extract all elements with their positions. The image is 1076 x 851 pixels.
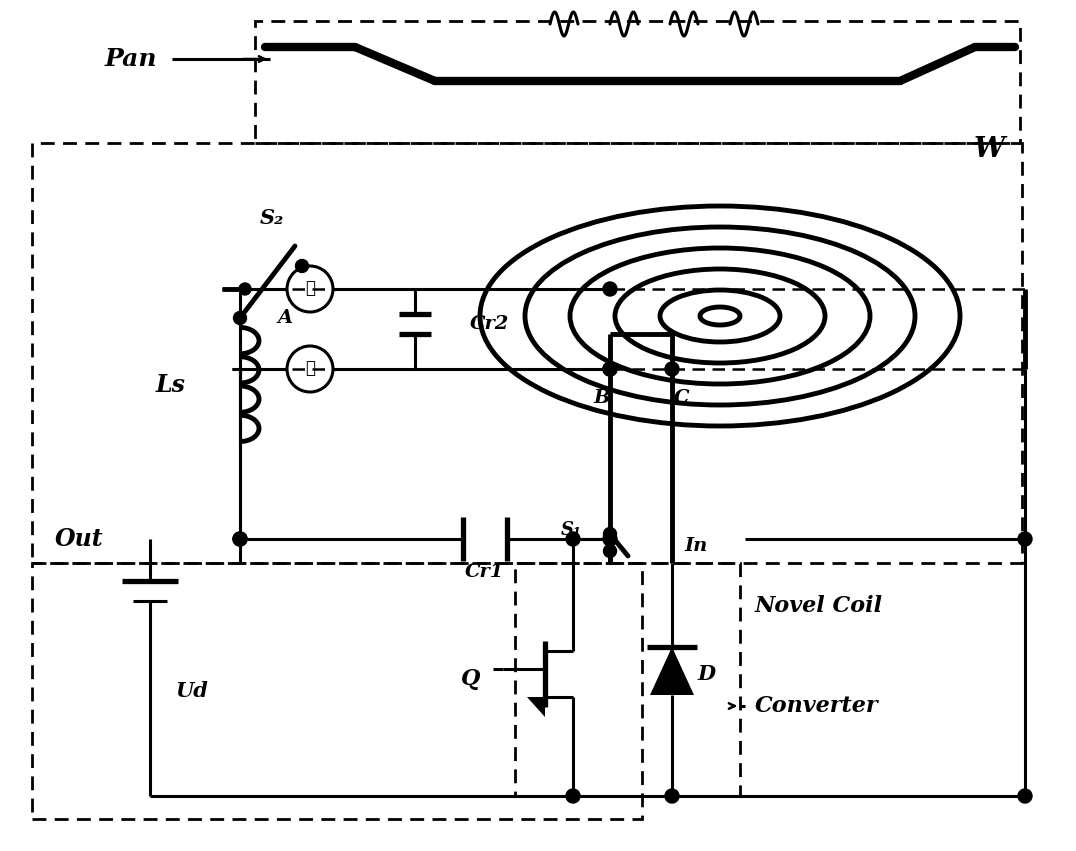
Circle shape bbox=[665, 362, 679, 376]
Text: Cr1: Cr1 bbox=[465, 563, 505, 581]
Text: Cr2: Cr2 bbox=[470, 315, 509, 333]
Circle shape bbox=[1018, 789, 1032, 803]
Text: Ud: Ud bbox=[175, 681, 208, 701]
Circle shape bbox=[566, 532, 580, 546]
Text: B: B bbox=[594, 389, 610, 407]
Text: Pan: Pan bbox=[105, 47, 157, 71]
Circle shape bbox=[296, 260, 309, 272]
Text: C: C bbox=[675, 389, 690, 407]
Text: Out: Out bbox=[55, 527, 103, 551]
Text: ②: ② bbox=[305, 361, 315, 378]
Bar bbox=[32, 563, 642, 819]
Text: Q: Q bbox=[461, 668, 480, 690]
Circle shape bbox=[603, 362, 617, 376]
Text: In: In bbox=[684, 537, 707, 555]
Circle shape bbox=[233, 532, 247, 546]
Circle shape bbox=[566, 789, 580, 803]
Text: ①: ① bbox=[305, 281, 315, 298]
Circle shape bbox=[603, 362, 617, 376]
Polygon shape bbox=[527, 697, 546, 717]
Circle shape bbox=[239, 283, 251, 295]
Circle shape bbox=[603, 532, 617, 546]
Bar bbox=[32, 143, 1022, 563]
Polygon shape bbox=[650, 647, 694, 695]
Text: D: D bbox=[697, 664, 716, 684]
Text: Ls: Ls bbox=[155, 373, 185, 397]
Text: W: W bbox=[974, 136, 1005, 163]
Text: S₂: S₂ bbox=[260, 208, 284, 228]
Bar bbox=[515, 563, 740, 796]
Text: S₁: S₁ bbox=[561, 521, 582, 539]
Circle shape bbox=[665, 789, 679, 803]
Circle shape bbox=[233, 532, 247, 546]
Circle shape bbox=[1018, 532, 1032, 546]
Circle shape bbox=[233, 311, 246, 324]
Text: Converter: Converter bbox=[755, 695, 879, 717]
Text: A: A bbox=[278, 309, 293, 327]
Circle shape bbox=[604, 528, 617, 540]
Bar bbox=[255, 21, 1020, 143]
Text: Novel Coil: Novel Coil bbox=[755, 595, 883, 617]
Circle shape bbox=[603, 282, 617, 296]
Circle shape bbox=[604, 545, 617, 557]
